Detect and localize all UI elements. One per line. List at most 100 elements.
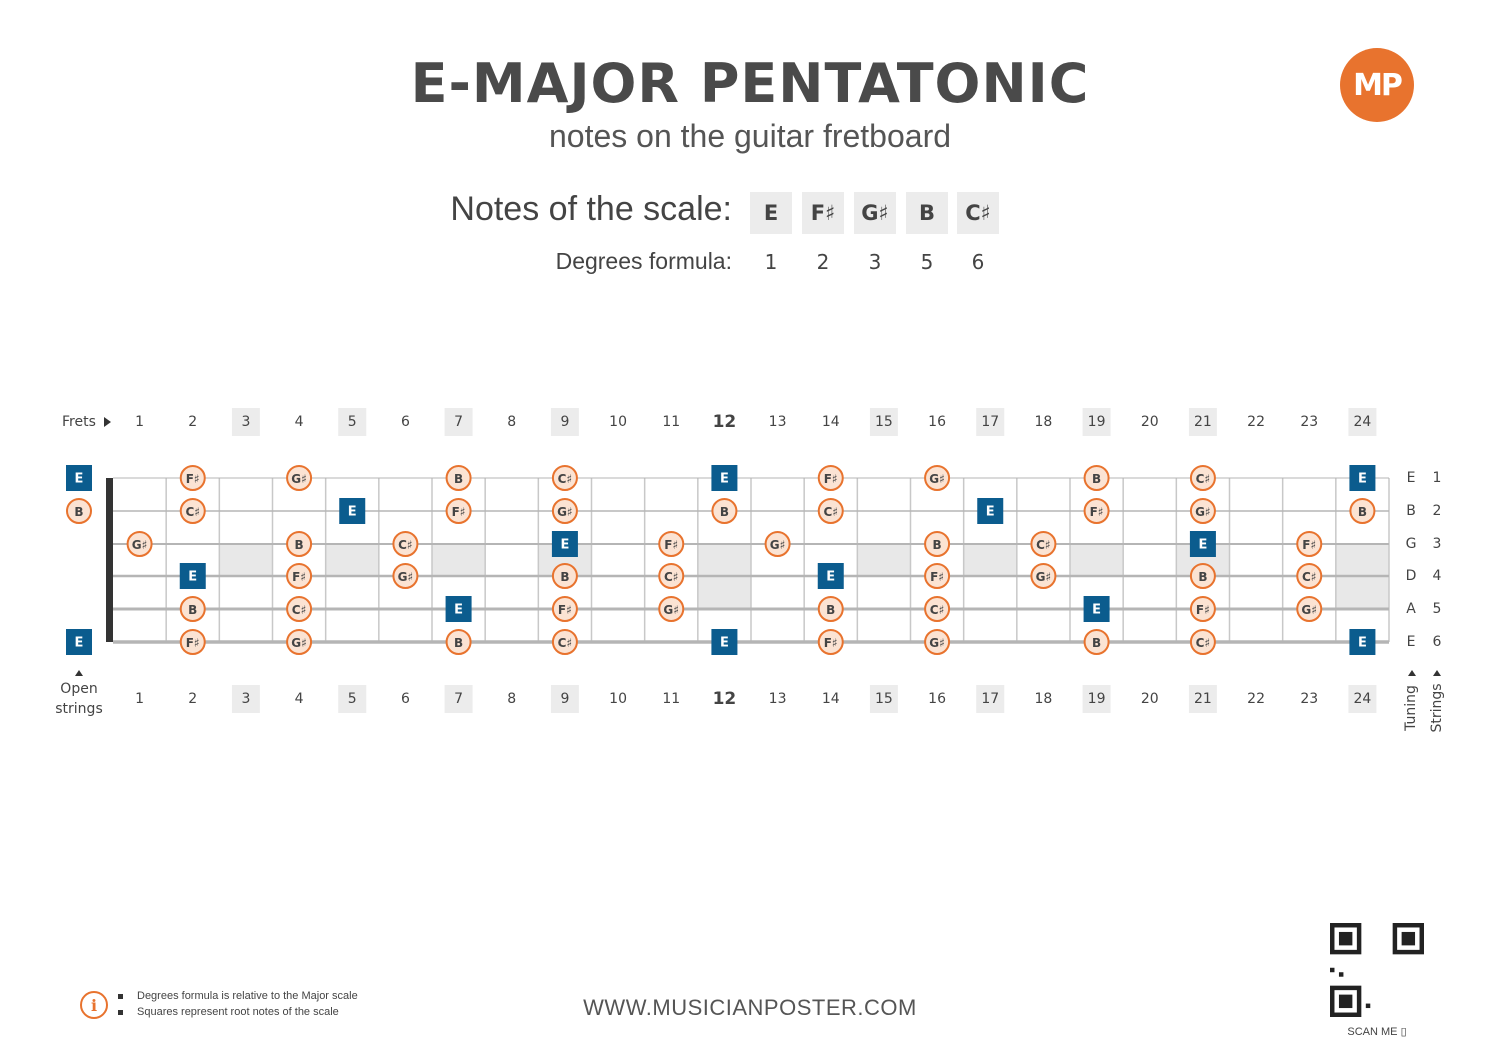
scale-note-label: F♯	[824, 472, 838, 486]
scale-note-circle	[286, 531, 313, 557]
fret-number: 22	[1247, 691, 1265, 707]
qr-module	[1365, 1003, 1371, 1009]
fret-number-highlight	[1082, 408, 1111, 436]
brand-logo[interactable]: MP	[1340, 48, 1414, 122]
string-tuning: D	[1406, 568, 1417, 584]
root-note-label: E	[1358, 636, 1367, 651]
scale-note-label: G♯	[929, 472, 945, 486]
scale-note-label: C♯	[1302, 570, 1317, 584]
qr-module	[1330, 967, 1335, 973]
fret-number: 17	[981, 414, 999, 430]
scale-note-label: B	[826, 603, 835, 617]
fret-number: 12	[713, 412, 737, 432]
string-number: 2	[1433, 503, 1442, 519]
fret-number-highlight	[231, 685, 260, 713]
scale-note-label: F♯	[452, 505, 466, 519]
strings-label: Strings	[1429, 683, 1445, 732]
scale-note-circle	[179, 596, 206, 622]
scale-note: B	[906, 192, 948, 234]
qr-finder	[1338, 931, 1353, 946]
scale-note-circle	[924, 563, 951, 589]
scale-note-circle	[1296, 563, 1323, 589]
open-strings-label: strings	[55, 701, 102, 717]
scale-note-label: C♯	[558, 636, 573, 650]
scale-note-label: B	[74, 505, 83, 519]
scale-note-circle	[817, 596, 844, 622]
scale-note-circle	[551, 498, 578, 524]
root-note-square	[711, 465, 738, 491]
fret-number: 23	[1300, 414, 1318, 430]
scale-note-circle	[392, 531, 419, 557]
fret-marker-shade	[963, 544, 1017, 576]
scale-note-circle	[924, 629, 951, 655]
string-number: 6	[1433, 634, 1442, 650]
fret-number-highlight	[1348, 408, 1377, 436]
string-tuning: B	[1406, 503, 1416, 519]
scale-note-circle	[1083, 465, 1110, 491]
fret-number: 11	[662, 414, 680, 430]
scale-note-label: B	[933, 538, 942, 552]
root-note-square	[551, 531, 578, 557]
fret-number: 15	[875, 414, 893, 430]
scale-note: E	[750, 192, 792, 234]
scale-note-circle	[445, 465, 472, 491]
fret-number: 1	[135, 414, 144, 430]
scale-note-circle	[551, 563, 578, 589]
scale-note-label: B	[1092, 636, 1101, 650]
root-note-label: E	[1358, 472, 1367, 487]
scale-note-circle	[1296, 531, 1323, 557]
scale-note: C♯	[957, 192, 999, 234]
fret-marker-shade	[325, 544, 379, 576]
fret-number: 14	[822, 414, 840, 430]
root-note-label: E	[454, 603, 463, 618]
scale-note-circle	[658, 531, 685, 557]
fret-number: 7	[454, 691, 463, 707]
up-arrow-icon	[1433, 670, 1441, 676]
fret-number: 14	[822, 691, 840, 707]
scale-degree: 3	[868, 250, 882, 274]
fret-number: 6	[401, 691, 410, 707]
scale-note-label: B	[454, 472, 463, 486]
scale-note: G♯	[854, 192, 896, 234]
fret-number: 9	[560, 691, 569, 707]
scale-note-circle	[1189, 563, 1216, 589]
fret-number: 20	[1141, 414, 1159, 430]
scale-note-label: F♯	[1196, 603, 1210, 617]
website-link[interactable]: WWW.MUSICIANPOSTER.COM	[583, 995, 917, 1020]
scale-note-label: G♯	[398, 570, 414, 584]
page-title: E-MAJOR PENTATONIC	[410, 52, 1090, 115]
root-note-label: E	[1198, 538, 1207, 553]
info-icon: i	[80, 991, 108, 1019]
scale-note-circle	[817, 629, 844, 655]
scale-note-label: F♯	[1090, 505, 1104, 519]
qr-code[interactable]	[1330, 923, 1424, 1017]
scale-note-circle	[1296, 596, 1323, 622]
scale-note-label: C♯	[930, 603, 945, 617]
scale-note-circle	[392, 563, 419, 589]
fret-number: 23	[1300, 691, 1318, 707]
scale-note-circle	[817, 498, 844, 524]
scale-note: F♯	[802, 192, 844, 234]
root-note-label: E	[720, 636, 729, 651]
scale-note-circle	[551, 596, 578, 622]
fret-number: 6	[401, 414, 410, 430]
scale-note-label: B	[1198, 570, 1207, 584]
root-note-square	[1349, 629, 1376, 655]
fret-number: 21	[1194, 691, 1212, 707]
scale-note-circle	[817, 465, 844, 491]
root-note-square	[179, 563, 206, 589]
fret-number: 8	[507, 691, 516, 707]
scale-degree: 5	[920, 250, 934, 274]
scale-note-circle	[1083, 498, 1110, 524]
string-tuning: E	[1407, 634, 1416, 650]
fret-marker-shade	[219, 544, 273, 576]
fret-number: 13	[769, 414, 787, 430]
fret-number: 3	[241, 414, 250, 430]
root-note-square	[1349, 465, 1376, 491]
up-arrow-icon	[75, 670, 83, 676]
fret-number-highlight	[550, 408, 579, 436]
fret-number: 10	[609, 691, 627, 707]
fret-number: 18	[1035, 414, 1053, 430]
scale-note-label: G♯	[291, 636, 307, 650]
scale-note-circle	[126, 531, 153, 557]
